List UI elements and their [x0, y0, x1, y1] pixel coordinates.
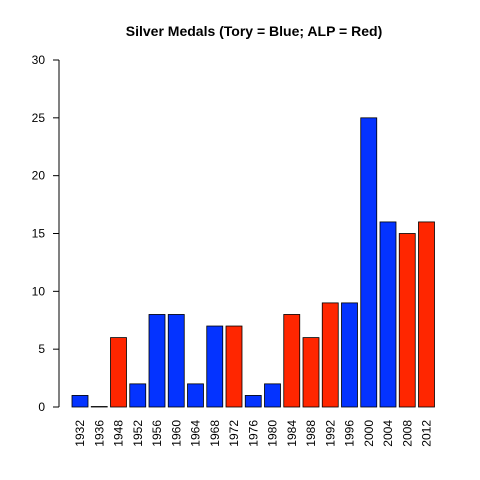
y-tick-label: 10: [32, 284, 46, 298]
x-tick-label: 1952: [131, 420, 145, 447]
x-tick-label: 1948: [112, 420, 126, 447]
y-tick-label: 25: [32, 111, 46, 125]
y-tick-label: 20: [32, 169, 46, 183]
bar-1992: [321, 302, 339, 408]
bar-1972: [225, 325, 243, 408]
x-tick-label: 1956: [150, 420, 164, 447]
bar-1932: [71, 395, 89, 408]
x-tick-label: 1968: [208, 420, 222, 447]
y-tick-label: 0: [38, 400, 45, 414]
x-tick-label: 2008: [400, 420, 414, 447]
y-axis: 0 5 10 15 20 25 30: [32, 53, 60, 414]
x-tick-label: 1980: [266, 420, 280, 447]
x-tick-label: 1976: [246, 420, 260, 447]
x-tick-label: 1964: [189, 420, 203, 447]
bar-1964: [187, 383, 204, 408]
x-tick-label: 2004: [381, 420, 395, 447]
bar-1988: [302, 337, 320, 408]
bar-2000: [360, 117, 378, 408]
y-tick-label: 15: [32, 227, 46, 241]
x-tick-label: 1960: [169, 420, 183, 447]
chart-title: Silver Medals (Tory = Blue; ALP = Red): [126, 23, 382, 39]
bar-2008: [398, 233, 416, 408]
bar-1948: [110, 337, 127, 408]
bar-1976: [244, 395, 262, 408]
x-tick-label: 1932: [73, 420, 87, 447]
x-tick-label: 1992: [323, 420, 337, 447]
bar-2004: [379, 221, 397, 408]
x-tick-label: 2000: [362, 420, 376, 447]
x-tick-label: 1936: [92, 420, 106, 447]
x-tick-label: 1996: [343, 420, 357, 447]
x-axis-labels: 1932 1936 1948 1952 1956 1960 1964 1968 1972 1976…: [73, 420, 434, 447]
bar-2012: [418, 221, 435, 408]
bar-1980: [264, 383, 281, 408]
x-tick-label: 1984: [285, 420, 299, 447]
x-tick-label: 2012: [420, 420, 434, 447]
bar-1936: [90, 406, 108, 408]
bar-1956: [148, 314, 166, 408]
bar-1996: [341, 302, 358, 408]
bar-1968: [206, 325, 224, 408]
bar-1960: [167, 314, 185, 408]
bars: [71, 117, 435, 408]
y-tick-label: 5: [38, 342, 45, 356]
bar-1952: [129, 383, 147, 408]
bar-1984: [283, 314, 301, 408]
y-tick-label: 30: [32, 53, 46, 67]
x-tick-label: 1972: [227, 420, 241, 447]
x-tick-label: 1988: [304, 420, 318, 447]
